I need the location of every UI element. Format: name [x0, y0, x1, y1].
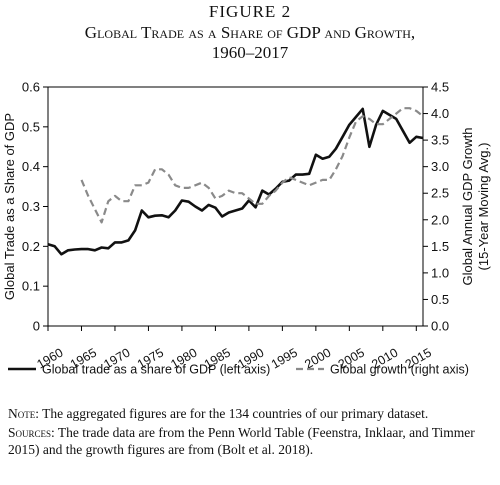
chart-legend: Global trade as a share of GDP (left axi… — [8, 363, 469, 377]
figure-years: 1960–2017 — [211, 43, 289, 62]
right-tick-label: 0.5 — [431, 292, 449, 307]
right-tick-label: 4.5 — [431, 80, 449, 95]
chart-axes: 0 0.1 0.2 0.3 0.4 0.5 0.6 0.0 0.5 1.0 1.5 2.0 2.5 3.0… — [2, 80, 491, 372]
right-tick-label: 1.0 — [431, 265, 449, 280]
sources-text: The trade data are from the Penn World T… — [8, 425, 475, 457]
left-tick-label: 0.4 — [22, 159, 40, 174]
growth-line — [80, 107, 424, 224]
note-label: Note: — [8, 406, 39, 421]
legend-trade-label: Global trade as a share of GDP (left axi… — [42, 363, 270, 377]
right-axis-label-line1: Global Annual GDP Growth — [460, 127, 475, 285]
figure-header: FIGURE 2 Global Trade as a Share of GDP … — [0, 2, 500, 63]
right-tick-label: 2.0 — [431, 212, 449, 227]
x-tick-label: 1995 — [269, 345, 300, 371]
note-text: The aggregated figures are for the 134 c… — [42, 406, 429, 421]
left-tick-label: 0.2 — [22, 239, 40, 254]
left-tick-label: 0.6 — [22, 80, 40, 95]
right-tick-label: 3.5 — [431, 133, 449, 148]
chart-series — [47, 107, 424, 256]
left-tick-label: 0 — [33, 319, 40, 334]
note-paragraph: Note: The aggregated figures are for the… — [8, 405, 494, 422]
figure-title: Global Trade as a Share of GDP and Growt… — [84, 23, 416, 42]
sources-label: Sources: — [8, 425, 55, 440]
right-tick-label: 2.5 — [431, 186, 449, 201]
right-axis-label-line2: (15-Year Moving Avg.) — [476, 143, 491, 271]
legend-growth-label: Global growth (right axis) — [330, 363, 469, 377]
sources-paragraph: Sources: The trade data are from the Pen… — [8, 424, 494, 458]
left-tick-label: 0.5 — [22, 119, 40, 134]
left-axis-label: Global Trade as a Share of GDP — [2, 113, 17, 300]
left-tick-label: 0.1 — [22, 279, 40, 294]
trade-growth-chart: 0 0.1 0.2 0.3 0.4 0.5 0.6 0.0 0.5 1.0 1.5 2.0 2.5 3.0… — [2, 80, 491, 377]
right-tick-label: 0.0 — [431, 319, 449, 334]
plot-frame — [47, 86, 424, 327]
right-tick-label: 1.5 — [431, 239, 449, 254]
figure-label: FIGURE 2 — [208, 2, 292, 21]
right-tick-label: 4.0 — [431, 106, 449, 121]
x-tick-label: 2000 — [302, 345, 333, 371]
figure-notes: Note: The aggregated figures are for the… — [8, 405, 494, 460]
left-tick-label: 0.3 — [22, 199, 40, 214]
trade-share-line — [47, 107, 424, 256]
right-tick-label: 3.0 — [431, 159, 449, 174]
